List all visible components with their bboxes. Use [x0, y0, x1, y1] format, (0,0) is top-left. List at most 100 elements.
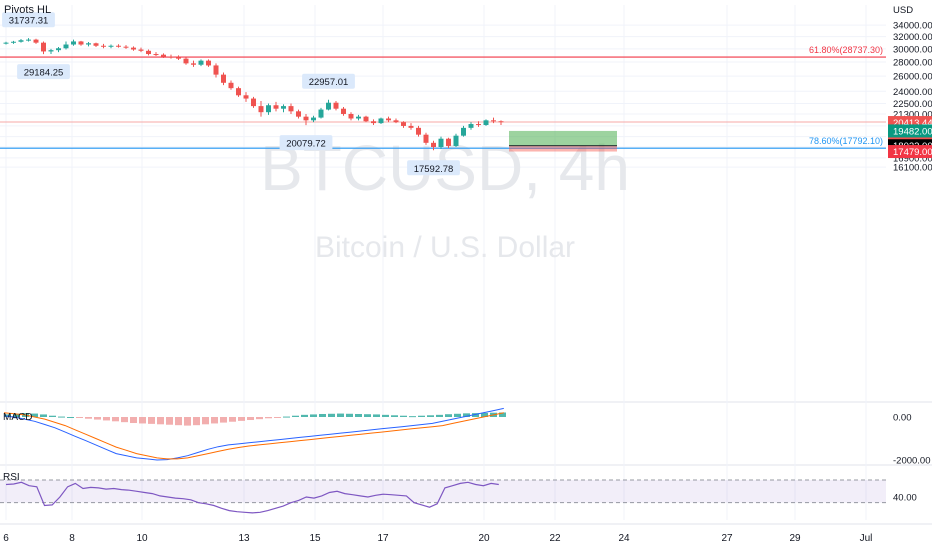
watermark-description: Bitcoin / U.S. Dollar	[315, 231, 575, 264]
candle-body	[191, 63, 196, 65]
macd-histogram-bar	[166, 417, 173, 425]
macd-histogram-bar	[76, 417, 83, 418]
candle-body	[453, 135, 459, 146]
x-tick-label: 24	[618, 533, 630, 544]
macd-histogram-bar	[31, 413, 38, 417]
candle-body	[131, 47, 136, 50]
candle-body	[378, 118, 384, 124]
y-tick-label: 21300.00	[893, 109, 932, 120]
candle-body	[206, 60, 211, 66]
candle-body	[86, 43, 91, 45]
candle-body	[401, 122, 406, 126]
x-tick-label: 17	[377, 533, 389, 544]
macd-histogram-bar	[427, 415, 434, 417]
macd-histogram-bar	[211, 417, 218, 424]
candle-body	[258, 106, 264, 113]
macd-histogram-bar	[202, 417, 209, 425]
x-tick-label: 6	[3, 533, 9, 544]
macd-y-tick-label: 0.00	[893, 413, 912, 424]
macd-pane-title: MACD	[3, 412, 32, 423]
macd-histogram-bar	[346, 413, 353, 417]
macd-histogram-bar	[328, 413, 335, 417]
candle-body	[408, 125, 414, 128]
x-tick-label: Jul	[860, 533, 873, 544]
macd-histogram-bar	[58, 416, 65, 418]
macd-histogram-bar	[418, 415, 425, 417]
macd-histogram-bar	[121, 417, 128, 423]
pivot-label: 29184.25	[24, 68, 64, 79]
candle-body	[243, 95, 249, 99]
pivot-label-box	[407, 160, 460, 176]
x-tick-label: 13	[238, 533, 250, 544]
macd-histogram-bar	[85, 417, 92, 419]
candle-body	[303, 116, 309, 121]
y-tick-label: 24000.00	[893, 87, 932, 98]
position-loss-zone	[509, 145, 617, 152]
fib-level-label: 78.60%(17792.10)	[809, 136, 883, 146]
macd-histogram-bar	[94, 417, 101, 420]
macd-histogram-bar	[445, 414, 452, 417]
candle-body	[26, 39, 31, 41]
candle-body	[11, 41, 16, 43]
macd-histogram-bar	[220, 417, 227, 423]
pivot-label-box	[2, 12, 55, 28]
macd-histogram-bar	[229, 417, 236, 422]
candle-body	[468, 124, 474, 128]
pivot-label: 17592.78	[414, 164, 454, 175]
candle-body	[123, 46, 129, 48]
candle-body	[371, 121, 376, 124]
candle-body	[461, 127, 466, 136]
macd-histogram-bar	[355, 413, 362, 417]
y-tick-label: 16900.00	[893, 153, 932, 164]
candle-body	[311, 117, 316, 121]
rsi-line	[5, 481, 499, 514]
y-tick-label: 16100.00	[893, 163, 932, 174]
macd-histogram-bar	[409, 416, 416, 418]
candle-body	[153, 54, 159, 56]
candle-body	[438, 138, 444, 148]
macd-histogram-bar	[175, 417, 182, 426]
candle-body	[326, 102, 331, 110]
y-tick-label: 30000.00	[893, 44, 932, 55]
price-tag-label: 19482.00	[893, 126, 932, 137]
candle-body	[348, 113, 354, 119]
candle-body	[213, 65, 219, 75]
candle-body	[183, 58, 189, 64]
candle-body	[393, 120, 399, 123]
macd-histogram-bar	[382, 414, 389, 417]
candle-body	[108, 45, 114, 47]
macd-histogram-bar	[310, 414, 317, 417]
y-tick-label: 28000.00	[893, 58, 932, 69]
candle-body	[266, 105, 271, 113]
candle-body	[423, 134, 429, 143]
macd-line	[3, 407, 504, 461]
macd-histogram-bar	[301, 414, 308, 417]
macd-signal-line	[3, 412, 504, 460]
candle-body	[431, 142, 436, 148]
macd-histogram-bar	[454, 413, 461, 417]
macd-histogram-bar	[67, 417, 74, 418]
candle-body	[228, 82, 234, 89]
pivot-label-box	[17, 64, 70, 80]
x-tick-label: 15	[309, 533, 321, 544]
macd-histogram-bar	[157, 417, 164, 425]
candle-body	[356, 116, 361, 119]
macd-histogram-bar	[256, 417, 263, 420]
pivot-label: 31737.31	[9, 16, 49, 27]
price-tag-label: 17479.00	[893, 147, 932, 158]
x-tick-label: 10	[136, 533, 148, 544]
candle-body	[498, 121, 504, 123]
x-tick-label: 8	[69, 533, 75, 544]
candle-body	[41, 42, 46, 52]
y-tick-label: 34000.00	[893, 21, 932, 32]
candle-body	[273, 105, 279, 109]
macd-histogram-bar	[139, 417, 146, 424]
candle-body	[476, 124, 481, 126]
price-tag	[888, 145, 932, 159]
macd-histogram-bar	[400, 415, 407, 417]
candle-body	[416, 127, 421, 135]
macd-histogram-bar	[472, 413, 479, 417]
position-profit-zone	[509, 130, 617, 146]
